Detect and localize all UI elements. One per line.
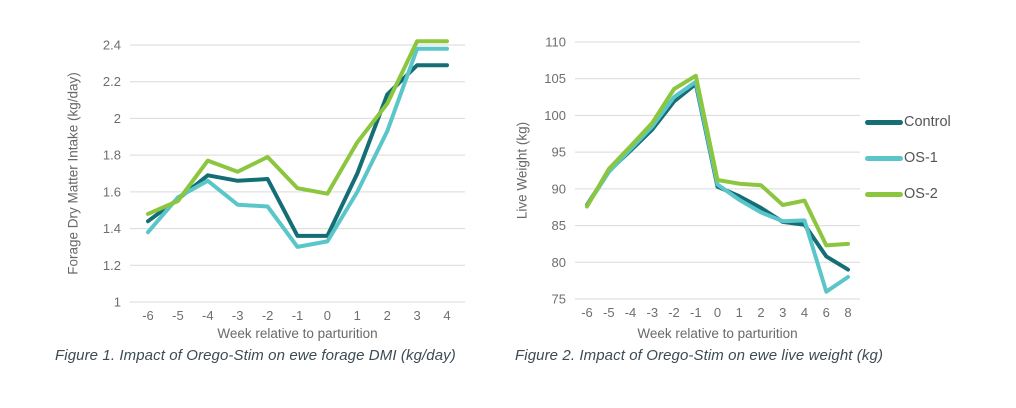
x-tick-label: -2 [262,308,274,323]
x-tick-label: 6 [823,305,830,320]
legend-label-os2: OS-2 [904,186,938,202]
x-tick-label: -1 [690,305,702,320]
y-tick-label: 110 [545,35,566,50]
x-tick-label: 2 [384,308,391,323]
y-tick-label: 2 [114,111,121,126]
dmi-chart: 2.4 2.2 2 1.8 1.6 1.4 1.2 1 -6 -5 -4 -3 -2 -1 0 1 2 3 4 [103,38,465,323]
x-tick-label: -3 [232,308,244,323]
figure2-x-axis-title: Week relative to parturition [637,326,798,341]
series-line-os-2 [146,39,449,216]
legend-label-control: Control [904,114,951,130]
legend-label-os1: OS-1 [904,150,938,166]
y-tick-label: 1.4 [103,221,121,236]
y-tick-label: 95 [552,145,566,160]
x-tick-label: 0 [714,305,721,320]
os1-line-swatch [865,155,903,161]
y-tick-label: 90 [552,181,566,196]
y-tick-label: 75 [552,292,566,307]
series-line-os-2 [585,73,850,248]
figure2-y-axis-title: Live Weight (kg) [514,121,530,220]
x-tick-label: -2 [668,305,680,320]
x-tick-label: -6 [581,305,593,320]
figure1-caption: Figure 1. Impact of Orego-Stim on ewe fo… [55,347,456,364]
legend-item-os1: OS-1 [865,148,951,168]
series-line-os-1 [146,46,449,249]
x-tick-label: 1 [736,305,743,320]
y-tick-label: 1.6 [103,184,121,199]
legend-item-os2: OS-2 [865,184,951,204]
x-tick-label: -4 [625,305,637,320]
x-tick-label: 2 [757,305,764,320]
x-tick-label: -5 [603,305,615,320]
x-tick-label: 3 [413,308,420,323]
x-tick-label: -4 [202,308,214,323]
x-tick-label: 8 [844,305,851,320]
y-tick-label: 2.4 [103,38,121,53]
y-tick-label: 1.8 [103,148,121,163]
os2-line-swatch [865,191,903,197]
y-tick-label: 1 [114,295,121,310]
legend: Control OS-1 OS-2 [865,112,951,220]
x-tick-label: 0 [324,308,331,323]
y-tick-label: 105 [544,71,566,86]
x-tick-label: -3 [647,305,659,320]
x-tick-label: 4 [801,305,808,320]
y-tick-label: 100 [544,108,566,123]
x-tick-label: -1 [292,308,304,323]
x-tick-label: 4 [443,308,450,323]
y-tick-label: 80 [552,255,566,270]
live-weight-chart: 110 105 100 95 90 85 80 75 -6 -5 -4 -3 -2 -1 0 1 2 3 4 6 8 [544,35,860,320]
figure-1-forage-dmi: Forage Dry Matter Intake (kg/day) 2.4 2.2… [0,0,500,408]
x-tick-label: -6 [142,308,154,323]
y-tick-label: 1.2 [103,258,121,273]
x-tick-label: 3 [779,305,786,320]
y-tick-label: 85 [552,218,566,233]
x-tick-label: 1 [354,308,361,323]
legend-item-control: Control [865,112,951,132]
control-line-swatch [865,119,903,125]
y-tick-label: 2.2 [103,74,121,89]
figure2-caption: Figure 2. Impact of Orego-Stim on ewe li… [515,347,884,364]
figure1-x-axis-title: Week relative to parturition [217,326,378,341]
series-line-os-1 [585,79,850,294]
x-tick-label: -5 [172,308,184,323]
